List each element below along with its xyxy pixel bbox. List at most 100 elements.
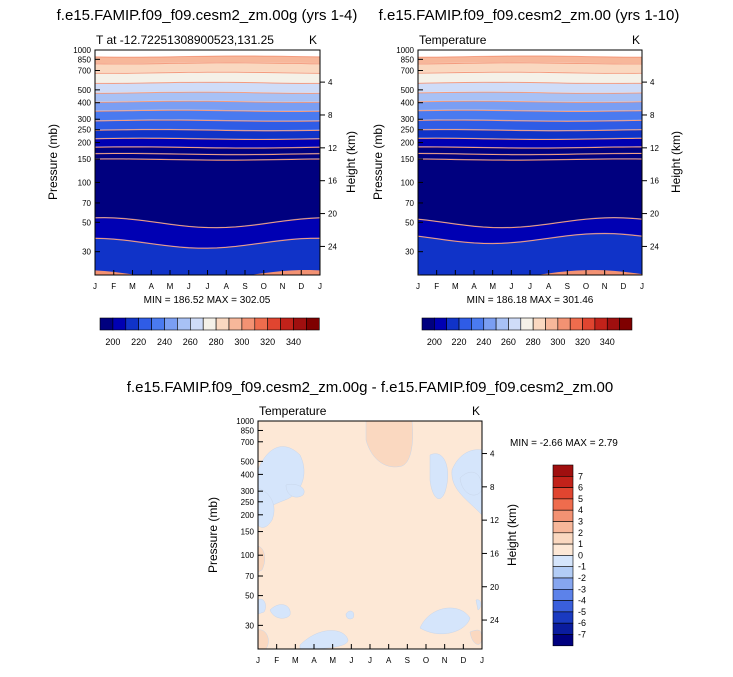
colorbar-swatch (458, 317, 472, 331)
month-tick-label: M (129, 282, 136, 291)
colorbar-label: 7 (578, 471, 583, 481)
contour-band (418, 56, 642, 64)
contour-region (258, 598, 266, 615)
panel-subtitle-left: Temperature (419, 33, 487, 47)
contour-band (95, 101, 320, 111)
contour-band (95, 147, 320, 155)
pressure-tick-label: 700 (241, 438, 255, 447)
contour-line (418, 55, 642, 57)
contour-line (418, 152, 642, 155)
month-tick-label: J (206, 282, 210, 291)
colorbar-label: 240 (476, 337, 491, 347)
contour-band (418, 138, 642, 148)
pressure-tick-label: 50 (82, 218, 91, 227)
colorbar: 200 220 240 260 280 300 320 340 (421, 317, 633, 347)
colorbar-swatch (557, 317, 571, 331)
colorbar-swatch (164, 317, 178, 331)
colorbar-label: 280 (209, 337, 224, 347)
colorbar-swatch (552, 521, 574, 534)
colorbar-swatch (421, 317, 435, 331)
colorbar-swatch (582, 317, 596, 331)
contour-line (418, 71, 642, 74)
month-tick-label: S (405, 656, 410, 665)
panel-title: f.e15.FAMIP.f09_f09.cesm2_zm.00g (yrs 1-… (57, 7, 358, 24)
colorbar-swatch (569, 317, 583, 331)
pressure-tick-label: 1000 (396, 46, 414, 55)
contour-line (418, 128, 642, 131)
pressure-tick-label: 300 (241, 487, 255, 496)
contour-band (418, 159, 642, 228)
contour-region (419, 607, 471, 635)
colorbar-swatch (241, 317, 256, 331)
colorbar-label: 200 (427, 337, 442, 347)
pressure-tick-label: 70 (82, 199, 91, 208)
month-tick-label: A (224, 282, 230, 291)
pressure-tick-label: 200 (401, 139, 415, 148)
contour-region (459, 471, 482, 496)
month-tick-label: J (528, 282, 532, 291)
pressure-tick-label: 300 (78, 115, 92, 124)
height-tick-label: 8 (490, 483, 495, 492)
panel-title: f.e15.FAMIP.f09_f09.cesm2_zm.00g - f.e15… (127, 379, 613, 396)
pressure-tick-label: 100 (241, 551, 255, 560)
pressure-tick-label: 400 (241, 470, 255, 479)
pressure-tick-label: 500 (241, 457, 255, 466)
contour-region (365, 421, 413, 468)
pressure-tick-label: 150 (241, 528, 255, 537)
min-max-label: MIN = 186.52 MAX = 302.05 (144, 295, 271, 306)
height-tick-label: 4 (490, 450, 495, 459)
colorbar-swatch (434, 317, 448, 331)
y-axis-label-right: Height (km) (344, 131, 358, 193)
height-tick-label: 24 (650, 242, 659, 251)
contour-field (258, 421, 482, 649)
colorbar-label: 220 (131, 337, 146, 347)
contour-field (418, 55, 642, 275)
month-tick-label: J (480, 656, 484, 665)
contour-line (418, 146, 642, 148)
month-tick-label: N (602, 282, 608, 291)
colorbar-label: -4 (578, 596, 586, 606)
panel-difference: f.e15.FAMIP.f09_f09.cesm2_zm.00g - f.e15… (127, 379, 618, 665)
colorbar-swatch (552, 509, 574, 522)
colorbar-label: -7 (578, 630, 586, 640)
colorbar-label: -1 (578, 562, 586, 572)
colorbar-swatch (552, 611, 574, 624)
month-tick-label: J (509, 282, 513, 291)
month-tick-label: M (167, 282, 174, 291)
min-max-label: MIN = 186.18 MAX = 301.46 (467, 295, 594, 306)
contour-region (285, 484, 305, 498)
contour-region (469, 629, 482, 645)
height-tick-label: 4 (328, 78, 333, 87)
contour-band (95, 110, 320, 121)
colorbar-label: -2 (578, 573, 586, 583)
colorbar-swatch (215, 317, 230, 331)
contour-line (95, 119, 320, 122)
pressure-tick-label: 70 (245, 572, 254, 581)
colorbar-label: 260 (501, 337, 516, 347)
pressure-tick-label: 30 (82, 248, 91, 257)
contour-region (269, 604, 291, 619)
month-tick-label: S (242, 282, 247, 291)
colorbar-label: 300 (234, 337, 249, 347)
contour-band (95, 154, 320, 160)
pressure-tick-label: 850 (78, 55, 92, 64)
colorbar-swatch (552, 498, 574, 511)
month-tick-label: F (111, 282, 116, 291)
pressure-tick-label: 100 (401, 178, 415, 187)
month-tick-label: M (329, 656, 336, 665)
contour-line (95, 71, 320, 74)
contour-region (429, 453, 448, 499)
panel-subtitle-right: K (472, 404, 480, 418)
colorbar-label: 300 (550, 337, 565, 347)
month-tick-label: A (311, 656, 317, 665)
pressure-tick-label: 1000 (73, 46, 91, 55)
contour-region (258, 545, 266, 573)
contour-band (418, 130, 642, 140)
colorbar-label: 340 (286, 337, 301, 347)
colorbar-swatch (552, 622, 574, 635)
contour-region (475, 599, 481, 611)
y-axis-label-left: Pressure (mb) (46, 124, 60, 200)
contour-line (95, 237, 320, 249)
contour-line (95, 137, 320, 140)
